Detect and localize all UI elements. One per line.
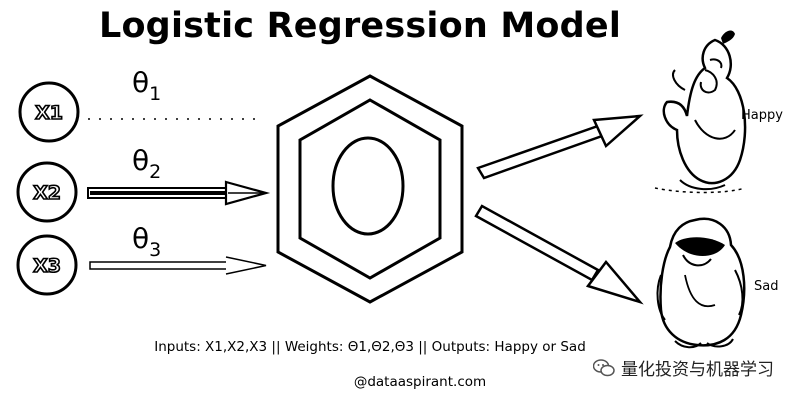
weight-arrow-2	[87, 180, 271, 206]
watermark: 量化投资与机器学习	[593, 355, 774, 380]
output-arrow-happy	[476, 114, 644, 180]
diagram-caption: Inputs: X1,X2,X3 || Weights: Θ1,Θ2,Θ3 ||…	[154, 339, 586, 355]
output-label-happy: Happy	[741, 108, 783, 123]
input-node-x1: X1	[18, 81, 80, 143]
output-label-sad: Sad	[754, 279, 778, 294]
output-arrow-sad	[474, 204, 644, 305]
input-node-x2: X2	[16, 161, 78, 223]
weight-arrow-3	[89, 256, 267, 275]
input-label-x2: X2	[33, 182, 61, 204]
weight-label-theta3: θ3	[132, 222, 161, 261]
happy-penguin-icon	[654, 30, 747, 194]
input-node-x3: X3	[16, 234, 78, 296]
weight-label-theta1: θ1	[132, 66, 161, 105]
wechat-icon	[593, 358, 615, 376]
input-label-x3: X3	[33, 255, 61, 277]
sigmoid-hexagon-node	[276, 74, 464, 304]
credit-text: @dataaspirant.com	[353, 374, 487, 390]
weight-label-theta2: θ2	[132, 144, 161, 183]
sad-penguin-icon	[656, 217, 746, 349]
watermark-text: 量化投资与机器学习	[621, 360, 774, 380]
diagram-title: Logistic Regression Model	[98, 6, 622, 46]
input-label-x1: X1	[35, 102, 63, 124]
